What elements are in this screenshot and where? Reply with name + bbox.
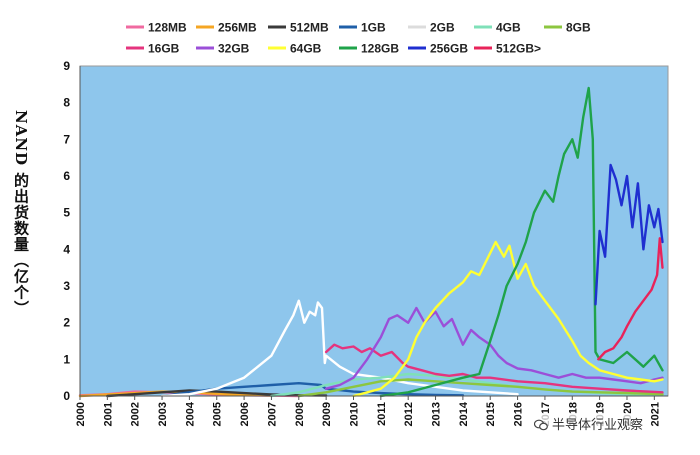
x-tick-label: 2016 bbox=[513, 402, 525, 426]
series-line-128gb bbox=[379, 86, 664, 398]
y-tick-label: 5 bbox=[63, 206, 70, 220]
series-line-2gb bbox=[160, 299, 519, 398]
legend-label: 8GB bbox=[566, 21, 591, 35]
legend-item-32gb: 32GB bbox=[196, 42, 250, 56]
x-tick-label: 2003 bbox=[157, 402, 169, 426]
x-tick-label: 2021 bbox=[649, 402, 661, 426]
legend-item-512mb: 512MB bbox=[268, 21, 329, 35]
legend-item-64gb: 64GB bbox=[268, 42, 322, 56]
legend-item-256mb: 256MB bbox=[196, 21, 257, 35]
y-tick-label: 4 bbox=[63, 242, 70, 256]
x-tick-label: 2012 bbox=[403, 402, 415, 426]
y-tick-label: 6 bbox=[63, 169, 70, 183]
y-tick-label: 1 bbox=[63, 352, 70, 366]
legend-label: 32GB bbox=[218, 42, 250, 56]
legend-item-4gb: 4GB bbox=[474, 21, 521, 35]
legend-item-16gb: 16GB bbox=[126, 42, 180, 56]
y-tick-label: 2 bbox=[63, 316, 70, 330]
y-tick-label: 9 bbox=[63, 59, 70, 73]
series-line-512mb bbox=[106, 389, 328, 398]
plot-area bbox=[79, 65, 669, 397]
x-tick-label: 2002 bbox=[130, 402, 142, 426]
legend-item-512gb: 512GB> bbox=[474, 42, 541, 56]
legend-label: 2GB bbox=[430, 21, 455, 35]
series-line-32gb bbox=[324, 306, 664, 390]
x-tick-label: 2005 bbox=[212, 402, 224, 426]
legend-label: 512GB> bbox=[496, 42, 541, 56]
x-tick-label: 2000 bbox=[75, 402, 87, 426]
x-tick-label: 2014 bbox=[458, 401, 470, 426]
y-tick-label: 3 bbox=[63, 279, 70, 293]
series-line-64gb bbox=[352, 240, 664, 398]
legend-label: 128GB bbox=[361, 42, 399, 56]
legend-item-8gb: 8GB bbox=[544, 21, 591, 35]
legend-item-2gb: 2GB bbox=[408, 21, 455, 35]
legend-label: 1GB bbox=[361, 21, 386, 35]
x-tick-label: 2008 bbox=[294, 402, 306, 426]
y-tick-label: 8 bbox=[63, 96, 70, 110]
x-tick-label: 2009 bbox=[321, 402, 333, 426]
legend-item-256gb: 256GB bbox=[408, 42, 468, 56]
series-line-256gb bbox=[594, 163, 664, 306]
watermark: 半导体行业观察 bbox=[530, 413, 648, 434]
series-layer bbox=[78, 86, 664, 398]
legend-label: 64GB bbox=[290, 42, 322, 56]
legend-item-128gb: 128GB bbox=[339, 42, 399, 56]
legend-label: 512MB bbox=[290, 21, 329, 35]
series-line-16gb bbox=[324, 343, 664, 394]
x-tick-label: 2010 bbox=[348, 402, 360, 426]
watermark-text: 半导体行业观察 bbox=[552, 418, 644, 433]
legend-item-128mb: 128MB bbox=[126, 21, 187, 35]
y-tick-label: 0 bbox=[63, 389, 70, 403]
legend-item-1gb: 1GB bbox=[339, 21, 386, 35]
legend-label: 128MB bbox=[148, 21, 187, 35]
series-line-8gb bbox=[297, 378, 664, 398]
x-tick-label: 2013 bbox=[431, 402, 443, 426]
x-tick-label: 2007 bbox=[266, 402, 278, 426]
legend-label: 256MB bbox=[218, 21, 257, 35]
y-tick-label: 7 bbox=[63, 132, 70, 146]
x-tick-label: 2015 bbox=[485, 402, 497, 426]
x-tick-label: 2001 bbox=[102, 402, 114, 426]
wechat-icon bbox=[534, 419, 548, 431]
legend-label: 16GB bbox=[148, 42, 180, 56]
legend-label: 256GB bbox=[430, 42, 468, 56]
series-line-512gb bbox=[597, 237, 664, 361]
legend-label: 4GB bbox=[496, 21, 521, 35]
y-axis-title: NAND 的出货数量（亿个） bbox=[12, 110, 30, 317]
x-tick-label: 2004 bbox=[184, 401, 196, 426]
x-tick-label: 2011 bbox=[376, 402, 388, 426]
x-tick-label: 2006 bbox=[239, 402, 251, 426]
legend: 128MB 256MB 512MB 1GB 2GB 4GB 8GB 16GB 32GB 64GB 1… bbox=[126, 21, 591, 56]
